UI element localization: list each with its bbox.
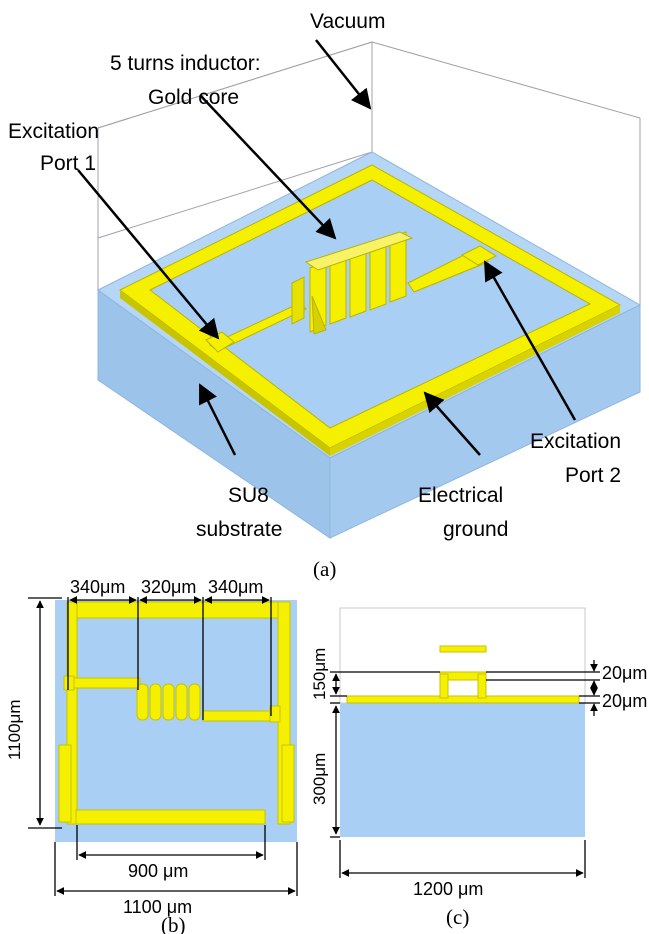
caption-b: (b): [161, 913, 186, 934]
panel-b-top-view: 340μm 320μm 340μm 1100μm 900 μm 1100 μm …: [5, 577, 298, 934]
label-ground-line1: Electrical: [418, 484, 503, 507]
dimension-lines-c: [330, 660, 600, 878]
dim-width: 1200 μm: [413, 879, 483, 899]
label-vacuum: Vacuum: [310, 10, 385, 33]
label-ground-line2: ground: [443, 518, 508, 541]
dim-substrate-height: 300μm: [310, 753, 329, 805]
dim-mid-seg: 320μm: [141, 577, 196, 597]
vacuum-box: [97, 41, 641, 350]
ground-ring-top-view: [58, 601, 295, 825]
caption-a: (a): [313, 557, 336, 581]
dim-height: 1100μm: [5, 699, 24, 760]
callout-arrows: [77, 39, 577, 456]
label-inductor-line2: Gold core: [148, 86, 239, 109]
dim-left-seg: 340μm: [70, 577, 125, 597]
label-port2-line2: Port 2: [565, 464, 621, 487]
dim-right-seg: 340μm: [208, 577, 263, 597]
dim-ground-thick: 20μm: [602, 691, 647, 711]
dim-coil-height: 150μm: [310, 648, 329, 700]
coil-side-view: [439, 645, 487, 699]
caption-c: (c): [446, 905, 469, 929]
gold-coil: [291, 231, 414, 335]
label-substrate-line1: SU8: [228, 484, 269, 507]
label-port2-line1: Excitation: [530, 430, 621, 453]
label-port1-line2: Port 1: [40, 152, 96, 175]
panel-a-3d-view: Vacuum 5 turns inductor: Gold core Excit…: [8, 10, 642, 581]
substrate-side-view: [340, 703, 585, 837]
label-port1-line1: Excitation: [8, 120, 99, 143]
label-substrate-line2: substrate: [196, 518, 282, 541]
vacuum-side-view: [339, 607, 586, 704]
ground-layer-side: [346, 695, 580, 704]
dim-top-thick: 20μm: [602, 663, 647, 683]
coil-top-view: [136, 683, 201, 721]
label-inductor-line1: 5 turns inductor:: [110, 52, 261, 75]
dimension-lines-b: [28, 596, 298, 896]
feed-lines: [205, 245, 498, 353]
dim-inner-width: 900 μm: [128, 861, 188, 881]
dim-outer-width: 1100 μm: [123, 897, 192, 917]
panel-c-side-view: 20μm 20μm 150μm 300μm 1200 μm (c): [310, 607, 647, 929]
